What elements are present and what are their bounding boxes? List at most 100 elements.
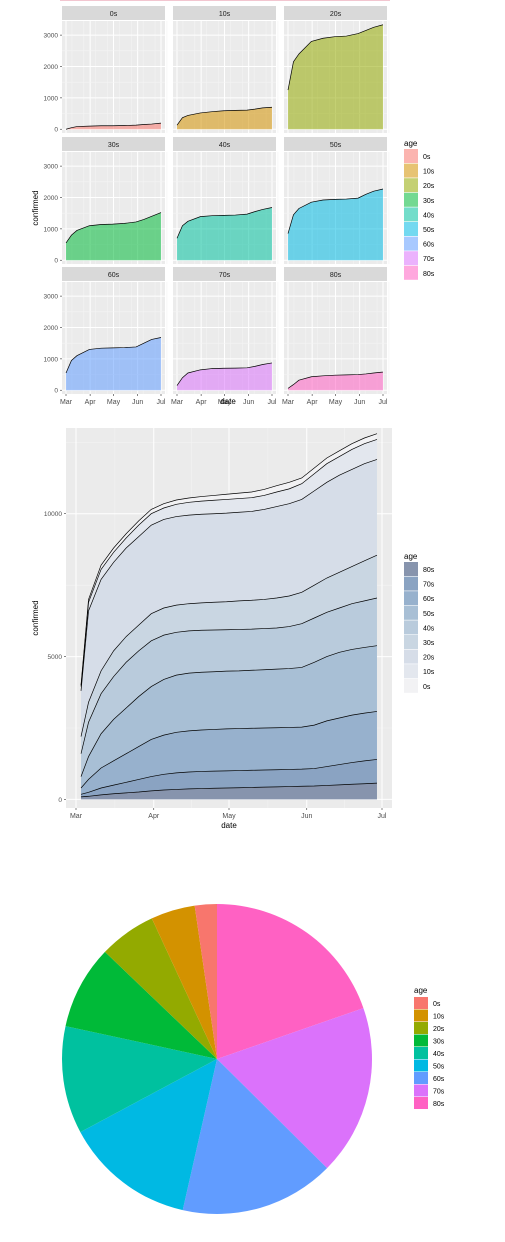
facet-panel-30s: 30s 0 1000 2000 3000: [44, 137, 168, 265]
legend-key-70s: [404, 576, 418, 591]
x-tick-label: Jul: [379, 399, 388, 406]
stack-area-30s: [81, 555, 377, 754]
legend-label-50s: 50s: [423, 227, 435, 234]
legend-key-70s: [414, 1084, 428, 1097]
legend-key-50s: [414, 1059, 428, 1072]
y-tick-label: 0: [58, 797, 62, 804]
area-10s: [177, 107, 272, 130]
pie-slice-20s: [104, 918, 217, 1059]
area-40s: [177, 207, 272, 261]
x-tick-label: Mar: [60, 399, 73, 406]
x-tick-label: Apr: [196, 399, 208, 406]
x-tick-label: Jul: [268, 399, 277, 406]
facet-strip-label: 0s: [110, 11, 118, 18]
legend-key-80s: [414, 1097, 428, 1109]
legend-label-40s: 40s: [423, 625, 435, 632]
legend-label-50s: 50s: [433, 1064, 445, 1071]
facet-panel-20s: 20s: [284, 6, 390, 133]
y-tick-label: 3000: [44, 33, 59, 40]
legend-label-20s: 20s: [423, 655, 435, 662]
stack-line-70s: [80, 759, 378, 795]
legend-title: age: [414, 986, 428, 995]
legend-key-0s: [414, 997, 428, 1009]
facet-panel-50s: 50s: [284, 137, 390, 264]
x-tick-label: Mar: [282, 399, 295, 406]
y-tick-label: 3000: [44, 164, 59, 171]
line-40s: [176, 207, 273, 239]
stack-line-50s: [80, 645, 378, 777]
x-tick-label: Jun: [243, 399, 254, 406]
y-tick-label: 10000: [44, 511, 62, 518]
x-tick-label: Jun: [132, 399, 143, 406]
line-60s: [65, 337, 162, 374]
x-tick-label: May: [329, 399, 343, 406]
stack-area-50s: [81, 645, 377, 788]
stack-line-0s: [80, 433, 378, 686]
y-tick-label: 1000: [44, 226, 59, 233]
x-axis-title: date: [220, 397, 236, 406]
stack-line-30s: [80, 554, 378, 737]
legend-key-30s: [404, 635, 418, 649]
pie-slice-10s: [151, 905, 217, 1059]
facet-panel-0s: 0s 0 1000 2000 3000: [44, 6, 168, 134]
legend-label-80s: 80s: [423, 567, 435, 574]
x-tick-label: Jun: [301, 813, 312, 820]
stack-area-70s: [81, 759, 377, 797]
area-30s: [66, 212, 161, 261]
line-50s: [287, 188, 384, 234]
pie-slice-80s: [217, 904, 364, 1059]
pie-slice-30s: [65, 951, 217, 1059]
facet-strip-label: 80s: [330, 272, 342, 279]
x-tick-label: Apr: [307, 399, 319, 406]
legend-label-70s: 70s: [423, 582, 435, 589]
legend-key-50s: [404, 605, 418, 620]
legend-key-0s: [404, 678, 418, 693]
legend-key-60s: [404, 236, 418, 251]
legend-label-80s: 80s: [423, 271, 435, 278]
facet-panel-70s: 70s Mar Apr May Jun Jul: [171, 267, 279, 406]
legend-label-20s: 20s: [433, 1026, 445, 1033]
legend-label-0s: 0s: [433, 1001, 441, 1008]
stack-line-60s: [80, 711, 378, 789]
stack-area-60s: [81, 711, 377, 795]
legend-key-10s: [414, 1009, 428, 1022]
facet-panel-60s: 60s 0 1000 2000 3000 Mar Apr May Jun Jul: [44, 267, 168, 406]
stack-line-10s: [80, 439, 378, 687]
legend-key-80s: [404, 265, 418, 280]
y-tick-label: 1000: [44, 356, 59, 363]
x-tick-label: Jul: [157, 399, 166, 406]
stacked-area-chart: 0 5000 10000 Mar Apr May Jun Jul date confirmed ag…: [31, 428, 435, 830]
facet-strip: [284, 137, 387, 151]
area-20s: [288, 24, 383, 130]
x-axis-title: date: [221, 821, 237, 830]
legend-label-0s: 0s: [423, 684, 431, 691]
facet-strip: [284, 267, 387, 281]
legend-key-10s: [404, 163, 418, 178]
area-70s: [177, 362, 272, 391]
facet-strip: [173, 6, 276, 20]
facet-strip-label: 60s: [108, 272, 120, 279]
legend-label-50s: 50s: [423, 611, 435, 618]
legend-label-0s: 0s: [423, 154, 431, 161]
x-tick-label: May: [222, 813, 236, 820]
y-tick-label: 2000: [44, 195, 59, 202]
stack-line-40s: [80, 597, 378, 754]
legend-label-60s: 60s: [433, 1076, 445, 1083]
line-10s: [176, 106, 273, 126]
line-70s: [176, 362, 273, 386]
y-tick-label: 0: [54, 127, 58, 134]
legend-key-20s: [414, 1022, 428, 1034]
pie-slice-60s: [182, 1059, 328, 1214]
y-tick-label: 5000: [48, 654, 63, 661]
x-tick-label: Apr: [148, 813, 160, 820]
facet-area-chart: 0s 0 1000 2000 3000 10s 20s 30s 0 1000 2000 3000 40s…: [31, 6, 435, 406]
line-80s: [287, 371, 384, 389]
top-rule: [60, 0, 390, 1]
facet-panel-10s: 10s: [173, 6, 279, 133]
legend-label-30s: 30s: [423, 198, 435, 205]
legend-label-60s: 60s: [423, 242, 435, 249]
facet-strip-label: 50s: [330, 142, 342, 149]
y-tick-label: 3000: [44, 294, 59, 301]
facet-strip-label: 40s: [219, 142, 231, 149]
facet-panel-40s: 40s: [173, 137, 279, 264]
